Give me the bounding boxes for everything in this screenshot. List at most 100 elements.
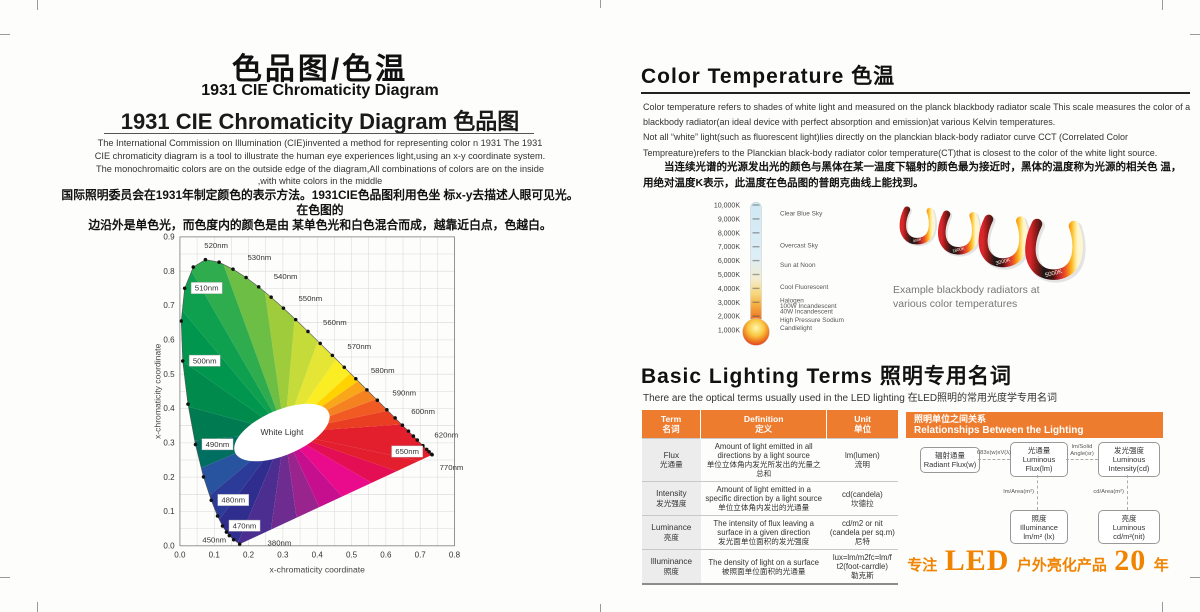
luminous-flux-box: 光通量 Luminous Flux(lm) xyxy=(1010,442,1068,477)
wavelength-label: 450nm xyxy=(202,535,226,544)
cell-line: 流明 xyxy=(854,460,870,469)
left-page-subtitle: 1931 CIE Chromaticity Diagram xyxy=(201,82,439,99)
cell-line: 照度 xyxy=(663,566,679,576)
box-label-en: Radiant Flux(w) xyxy=(923,460,977,469)
locus-dot xyxy=(256,285,261,289)
left-paragraph-cn: 国际照明委员会在1931年制定颜色的表示方法。1931CIE色品图利用色坐 标x… xyxy=(60,188,580,233)
axis-ticks: 0.0 0.1 0.2 0.3 0.4 0.5 0.6 0.7 0.8 0.0 0.1 0.2 0.3 0… xyxy=(163,233,460,560)
text-line: 国际照明委员会在1931年制定颜色的表示方法。1931CIE色品图利用色坐 标x… xyxy=(61,188,579,217)
x-tick-label: 0.3 xyxy=(277,551,289,560)
connector-line xyxy=(1127,475,1128,510)
edge-label: lm/Area(m²) xyxy=(1003,489,1034,495)
luminance-box: 亮度 Luminous cd/m²(nit) xyxy=(1098,510,1160,544)
locus-dot xyxy=(365,388,369,392)
slogan-mid: 户外亮化产品 xyxy=(1016,557,1107,574)
def-cell: Amount of light emitted in all direction… xyxy=(700,438,827,482)
cell-line: 尼特 xyxy=(854,537,870,546)
basic-lighting-terms-heading: Basic Lighting Terms 照明专用名词 xyxy=(641,365,1012,388)
wavelength-label-box xyxy=(188,354,221,367)
slogan-prefix: 专注 xyxy=(907,557,938,574)
descriptor-label: 100W Incandescent xyxy=(780,303,837,310)
unit-cell: cd/m2 or nit (candela per sq.m) 尼特 xyxy=(826,515,898,550)
text-line: Not all “white” light(such as fluorescen… xyxy=(643,132,1158,158)
slogan-led: LED xyxy=(944,544,1010,577)
locus-dot xyxy=(193,442,198,447)
cell-line: 光通量 xyxy=(659,460,683,469)
box-label-en: Intensity(cd) xyxy=(1108,464,1150,473)
wavelength-labels: 520nm 530nm 540nm 550nm 560nm 570nm 580nm 590nm… xyxy=(188,241,464,548)
unit-cell: lm(lumen) 流明 xyxy=(826,438,898,482)
box-label-en: Flux(lm) xyxy=(1025,464,1053,473)
locus-dot xyxy=(400,423,405,427)
wavelength-label: 480nm xyxy=(221,496,245,505)
text-line: 边沿外是单色光，而色度内的颜色是由 某单色光和白色混合而成，越靠近白点，色越白。 xyxy=(88,218,552,232)
slogan-20: 20 xyxy=(1114,544,1147,577)
relationships-panel: 照明单位之间关系 Relationships Between the Light… xyxy=(906,412,1163,612)
table-row: Intensity 发光强度 Amount of light emitted in … xyxy=(642,481,898,516)
table-row: Luminance 亮度 The intensity of flux leaving… xyxy=(642,515,898,550)
text-line: The monochromaitic colors are on the out… xyxy=(96,163,544,174)
box-label-en: Luminous xyxy=(1112,522,1146,532)
left-paragraph-en: The International Commission on Illumina… xyxy=(60,137,580,188)
wavelength-label: 550nm xyxy=(298,294,322,303)
text-line: Example blackbody radiators at xyxy=(893,284,1040,296)
cell-line: 被照面单位面积的光通量 xyxy=(721,566,806,576)
tube-tick xyxy=(752,232,760,234)
blackbody-radiator: 5000K xyxy=(1025,218,1086,283)
blackbody-radiators-image: 900K 1800K 3000K 5000K xyxy=(899,206,1086,283)
tube-ticks xyxy=(752,204,760,317)
wavelength-label-box xyxy=(228,519,261,532)
cell-line: 亮度 xyxy=(663,532,679,542)
x-tick-label: 0.2 xyxy=(243,551,255,560)
wavelength-label: 770nm xyxy=(440,463,464,472)
box-label-cn: 发光强度 xyxy=(1114,446,1144,455)
locus-dot xyxy=(215,514,220,518)
cell-line: 单位立体角内发光所发出的光量之总和 xyxy=(706,460,821,478)
x-tick-label: 0.8 xyxy=(449,551,461,560)
kelvin-label: 3,000K xyxy=(718,300,741,307)
wavelength-label: 500nm xyxy=(193,356,217,365)
connector-line xyxy=(1066,459,1098,460)
header-label: 名词 xyxy=(662,424,680,434)
box-label-cn: 照度 xyxy=(1031,513,1047,523)
kelvin-label: 10,000K xyxy=(714,203,740,210)
locus-dot xyxy=(224,530,229,534)
relationships-diagram: 辐射通量 Radiant Flux(w) 光通量 Luminous Flux(l… xyxy=(906,438,1163,556)
locus-dots xyxy=(179,257,434,546)
wavelength-label: 560nm xyxy=(323,318,347,327)
unit-cell: lux=lm/m2fc=lm/f t2(foot-carrdle) 勒克斯 xyxy=(826,549,898,584)
color-temperature-paragraph-cn: 当连续光谱的光源发出光的颜色与黑体在某一温度下辐射的颜色最为接近时，黑体的温度称… xyxy=(643,161,1182,189)
kelvin-label: 8,000K xyxy=(718,230,741,237)
y-tick-label: 0.7 xyxy=(163,301,175,310)
header-cell: Term 名词 xyxy=(642,410,701,439)
locus-dot xyxy=(269,295,273,299)
cell-line: t2(foot-carrdle) xyxy=(836,562,888,571)
wavelength-label: 520nm xyxy=(204,241,228,250)
radiator-temp-label: 1800K xyxy=(952,246,965,254)
tube-tick xyxy=(752,273,760,276)
illuminance-box: 照度 Illuminance lm/m² (lx) xyxy=(1010,510,1068,544)
radiator-shape xyxy=(1025,218,1083,280)
text-line: Color temperature refers to shades of wh… xyxy=(643,102,1191,128)
kelvin-label: 7,000K xyxy=(718,244,741,251)
locus-dot xyxy=(415,438,420,442)
locus-dot xyxy=(180,359,185,363)
crop-mark xyxy=(1162,602,1163,612)
header-label: 定义 xyxy=(755,424,773,434)
x-tick-label: 0.4 xyxy=(312,551,324,560)
edge-label: lm/Solid Angle(sr) xyxy=(1064,444,1100,457)
box-label-cn: 亮度 xyxy=(1121,513,1137,523)
color-sector xyxy=(181,259,285,433)
wavelength-label: 600nm xyxy=(411,407,435,416)
text-line: ,with white colors in the middle xyxy=(257,176,383,187)
color-temperature-heading: Color Temperature 色温 xyxy=(641,65,896,88)
crop-mark xyxy=(1190,577,1200,578)
edge-label: cd/Area(m²) xyxy=(1093,489,1124,495)
cell-line: Luminance xyxy=(651,523,692,532)
color-fan xyxy=(181,259,433,545)
blackbody-radiator: 900K xyxy=(899,206,938,247)
box-label-en: Luminous xyxy=(1112,455,1146,464)
basic-lighting-terms-subtext: There are the optical terms usually used… xyxy=(643,393,1058,404)
text-line: CIE chromaticity diagram is a tool to il… xyxy=(94,150,546,161)
